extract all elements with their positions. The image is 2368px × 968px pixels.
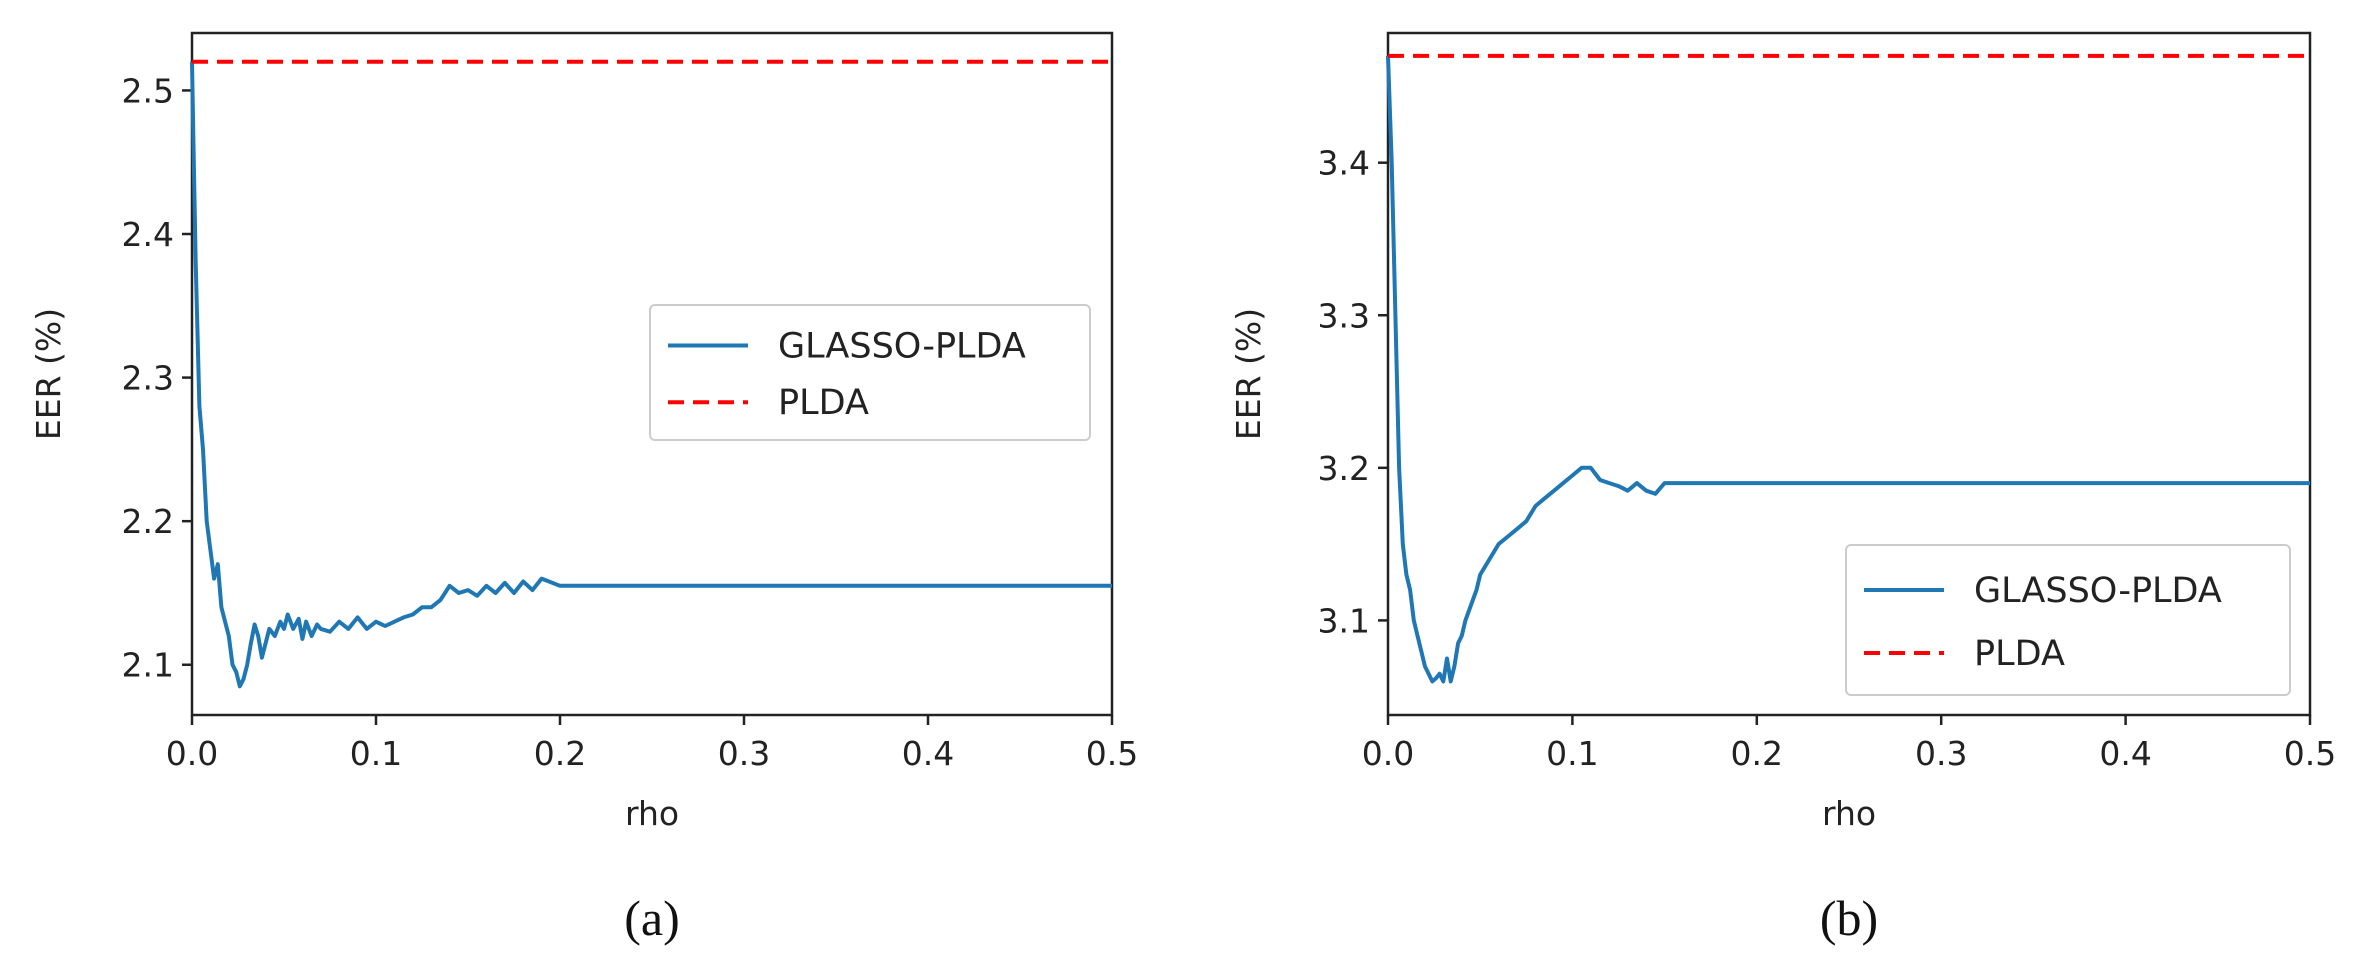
x-tick-label: 0.5 <box>1086 734 1138 773</box>
y-tick-label: 3.2 <box>1318 449 1370 488</box>
x-tick-label: 0.2 <box>534 734 586 773</box>
legend-box <box>649 304 1091 441</box>
panel-caption: (a) <box>624 890 680 946</box>
legend-box <box>1845 544 2291 696</box>
y-tick-label: 3.3 <box>1318 296 1370 335</box>
chart-panel-2: 0.0 0.1 0.2 0.3 0.4 0.5 3.1 3.2 3.3 3.4 rho EER (%)… <box>1229 31 2336 946</box>
y-axis-label: EER (%) <box>29 308 68 440</box>
x-tick-label: 0.4 <box>902 734 954 773</box>
x-axis-label: rho <box>1822 794 1876 833</box>
x-tick-label: 0.4 <box>2099 734 2151 773</box>
x-tick-label: 0.0 <box>1362 734 1414 773</box>
x-tick-label: 0.3 <box>1915 734 1967 773</box>
x-tick-label: 0.2 <box>1731 734 1783 773</box>
y-tick-label: 2.3 <box>122 359 174 398</box>
chart-panel-1: 0.0 0.1 0.2 0.3 0.4 0.5 2.1 2.2 2.3 2.4 2.5 rho EER … <box>29 31 1138 946</box>
y-tick-label: 2.1 <box>122 646 174 685</box>
x-tick-label: 0.1 <box>1546 734 1598 773</box>
series-line-glasso-plda <box>190 61 1112 689</box>
legend-label: GLASSO-PLDA <box>1974 571 2222 611</box>
x-tick-label: 0.0 <box>166 734 218 773</box>
y-tick-label: 3.1 <box>1318 601 1370 640</box>
y-tick-label: 2.5 <box>122 71 174 110</box>
y-tick-label: 2.4 <box>122 215 174 254</box>
x-tick-label: 0.3 <box>718 734 770 773</box>
legend-label: PLDA <box>1974 634 2065 674</box>
x-tick-label: 0.5 <box>2284 734 2336 773</box>
y-tick-label: 2.2 <box>122 502 174 541</box>
legend-label: GLASSO-PLDA <box>778 327 1026 367</box>
y-tick-label: 3.4 <box>1318 144 1370 183</box>
panel-caption: (b) <box>1820 890 1878 946</box>
series-line-glasso-plda <box>1386 55 2310 684</box>
x-tick-label: 0.1 <box>350 734 402 773</box>
x-axis-label: rho <box>625 794 679 833</box>
legend-label: PLDA <box>778 383 869 423</box>
y-axis-label: EER (%) <box>1229 308 1268 440</box>
